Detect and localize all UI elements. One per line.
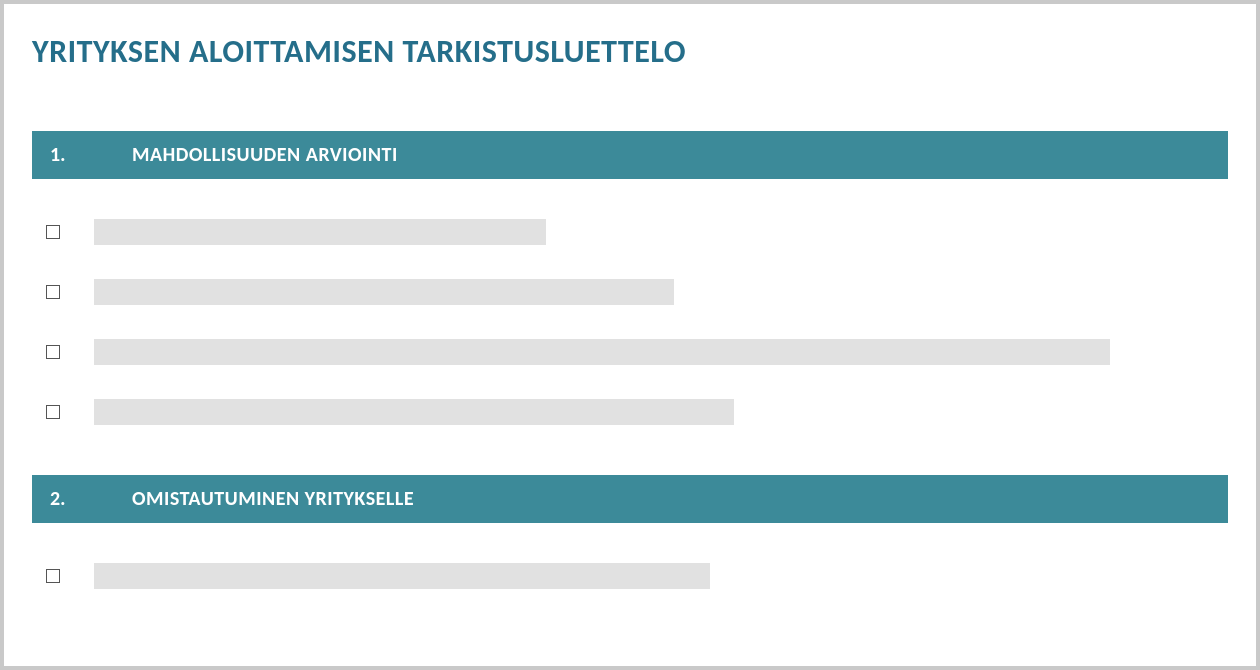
section-label: OMISTAUTUMINEN YRITYKSELLE <box>132 487 414 511</box>
section-items <box>32 219 1228 425</box>
checkbox[interactable] <box>46 345 60 359</box>
section-items <box>32 563 1228 589</box>
item-placeholder <box>94 339 1110 365</box>
section-number: 2. <box>50 487 132 511</box>
section-1: 1. MAHDOLLISUUDEN ARVIOINTI <box>32 131 1228 425</box>
checkbox[interactable] <box>46 225 60 239</box>
document-page: YRITYKSEN ALOITTAMISEN TARKISTUSLUETTELO… <box>4 4 1256 666</box>
item-placeholder <box>94 563 710 589</box>
item-placeholder <box>94 279 674 305</box>
item-placeholder <box>94 399 734 425</box>
section-number: 1. <box>50 143 132 167</box>
list-item <box>46 339 1214 365</box>
checkbox[interactable] <box>46 285 60 299</box>
list-item <box>46 563 1214 589</box>
list-item <box>46 279 1214 305</box>
list-item <box>46 219 1214 245</box>
section-header: 2. OMISTAUTUMINEN YRITYKSELLE <box>32 475 1228 523</box>
item-placeholder <box>94 219 546 245</box>
section-label: MAHDOLLISUUDEN ARVIOINTI <box>132 143 398 167</box>
page-title: YRITYKSEN ALOITTAMISEN TARKISTUSLUETTELO <box>32 32 1228 71</box>
checkbox[interactable] <box>46 405 60 419</box>
list-item <box>46 399 1214 425</box>
section-2: 2. OMISTAUTUMINEN YRITYKSELLE <box>32 475 1228 589</box>
section-header: 1. MAHDOLLISUUDEN ARVIOINTI <box>32 131 1228 179</box>
checkbox[interactable] <box>46 569 60 583</box>
